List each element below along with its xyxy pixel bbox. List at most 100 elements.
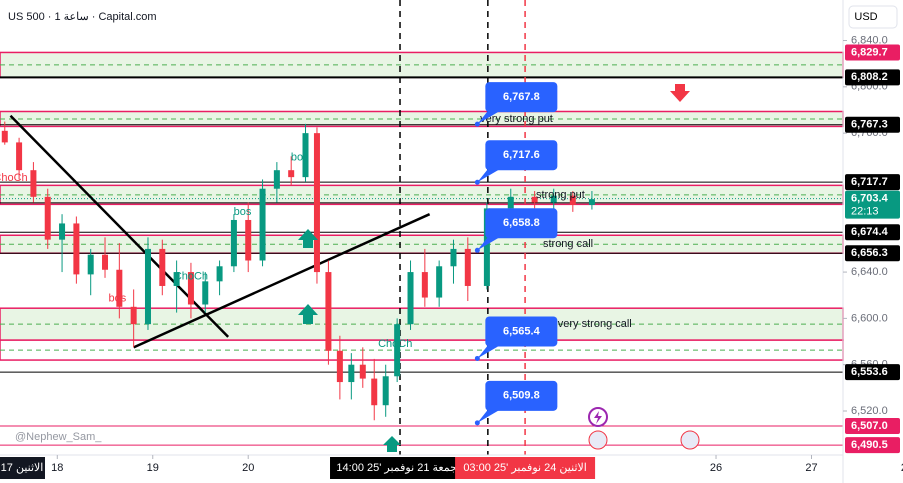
price-label: 6,767.3 xyxy=(851,119,888,131)
candle-body xyxy=(187,272,194,305)
candle-body xyxy=(230,219,237,267)
crosshair-label-bg xyxy=(330,457,471,479)
arrow xyxy=(303,313,313,324)
currency-button[interactable] xyxy=(848,5,898,29)
arrow xyxy=(298,304,318,315)
watermark: @Nephew_Sam_ xyxy=(15,431,102,443)
callout-box xyxy=(485,140,558,171)
candle-body xyxy=(483,208,490,286)
y-tick-label: 6,640.0 xyxy=(851,266,888,278)
y-tick-label: 6,600.0 xyxy=(851,312,888,324)
structure-label: bos xyxy=(234,206,252,218)
candle-body xyxy=(371,378,378,406)
callout-point xyxy=(474,355,480,361)
zone-label: very strong call xyxy=(558,318,632,330)
price-label-bg xyxy=(845,69,900,86)
callout-label: 6,509.8 xyxy=(503,390,540,402)
candle-body xyxy=(159,248,166,286)
current-price: 6,703.4 xyxy=(851,193,889,205)
candle-body xyxy=(382,376,389,406)
candle-body xyxy=(216,266,223,282)
price-label-bg xyxy=(845,224,900,241)
price-label-bg xyxy=(845,245,900,262)
zone-label: strong put xyxy=(536,189,585,201)
candle-body xyxy=(44,196,51,240)
candle-body xyxy=(407,272,414,325)
price-label-bg xyxy=(845,116,900,133)
price-label: 6,507.0 xyxy=(851,420,888,432)
candle-body xyxy=(588,199,595,205)
callout-point xyxy=(474,420,480,426)
chart-title: US 500 · 1 ساعة · Capital.com xyxy=(8,11,157,23)
callout-point xyxy=(474,247,480,253)
candle-body xyxy=(16,142,23,171)
candle-body xyxy=(336,350,343,383)
candle-body xyxy=(359,364,366,379)
x-start-label: الاثنين 17 xyxy=(1,462,44,474)
currency: USD xyxy=(854,11,877,23)
structure-label: ChoCh xyxy=(0,172,28,184)
y-tick-label: 6,840.0 xyxy=(851,34,888,46)
price-label-bg xyxy=(845,437,900,454)
x-tick-label: 19 xyxy=(147,462,159,474)
flag-icon[interactable] xyxy=(680,430,700,450)
candle-body xyxy=(102,254,109,270)
arrow xyxy=(675,84,685,93)
y-tick-label: 6,520.0 xyxy=(851,405,888,417)
candle-body xyxy=(302,133,309,178)
crosshair-label-bg xyxy=(455,457,596,479)
arrow xyxy=(303,238,313,248)
crosshair-label: الجمعة 21 نوفمبر '25 14:00 xyxy=(336,462,463,474)
arrow xyxy=(670,91,690,102)
candle-body xyxy=(87,254,94,275)
x-tick-label: 28 xyxy=(901,462,903,474)
callout-box xyxy=(485,316,558,347)
candle-body xyxy=(245,219,252,261)
x-tick-label: 27 xyxy=(805,462,817,474)
callout-label: 6,717.6 xyxy=(503,149,540,161)
candle-body xyxy=(464,248,471,286)
candle-body xyxy=(288,170,295,178)
x-tick-label: 20 xyxy=(242,462,254,474)
date-label-bg xyxy=(0,457,45,479)
candle-body xyxy=(436,266,443,298)
price-label: 6,490.5 xyxy=(851,439,888,451)
current-price-bg xyxy=(845,190,900,219)
price-label: 6,829.7 xyxy=(851,46,888,58)
arrow xyxy=(298,229,318,240)
callout-point xyxy=(474,121,480,127)
candle-body xyxy=(569,195,576,205)
candle-body xyxy=(325,272,332,351)
price-label: 6,674.4 xyxy=(851,226,889,238)
x-tick-label: 26 xyxy=(710,462,722,474)
callout-label: 6,767.8 xyxy=(503,91,540,103)
price-label-bg xyxy=(845,364,900,381)
crosshair-label: الاثنين 24 نوفمبر '25 03:00 xyxy=(463,462,587,474)
candle-body xyxy=(59,223,66,240)
zone-label: strong call xyxy=(543,238,593,250)
price-label: 6,656.3 xyxy=(851,247,888,259)
candle-body xyxy=(450,248,457,267)
price-label: 6,553.6 xyxy=(851,366,888,378)
callout-point xyxy=(474,179,480,185)
price-label: 6,717.7 xyxy=(851,176,888,188)
candle-body xyxy=(421,272,428,298)
arrow xyxy=(387,443,397,452)
candle-body xyxy=(259,188,266,261)
candle-body xyxy=(73,223,80,275)
candle-body xyxy=(394,324,401,377)
structure-label: bos xyxy=(291,151,309,163)
zone-label: very strong put xyxy=(480,113,553,125)
candle-body xyxy=(144,248,151,325)
structure-label: ChoCh xyxy=(378,338,412,350)
candle-body xyxy=(531,196,538,203)
structure-label: bos xyxy=(109,293,127,305)
callout-box xyxy=(485,208,558,239)
candle-body xyxy=(550,195,557,203)
plot: very strong put strong put strong call very… xyxy=(0,0,844,455)
structure-label: ChoCh xyxy=(174,271,208,283)
flag-icon[interactable] xyxy=(588,430,608,450)
x-tick-label: 18 xyxy=(51,462,63,474)
candle-body xyxy=(202,281,209,305)
header-bg xyxy=(0,0,200,34)
